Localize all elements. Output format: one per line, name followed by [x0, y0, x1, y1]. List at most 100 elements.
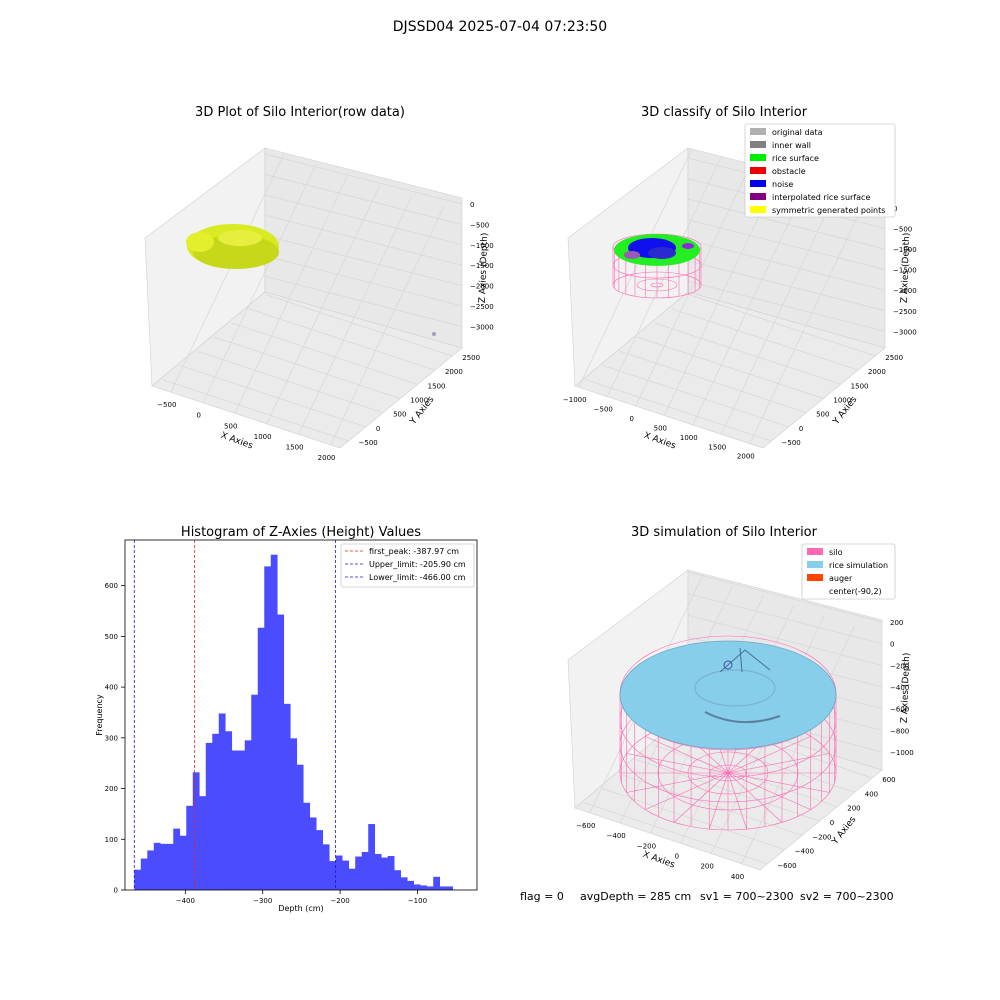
histogram-bar	[283, 703, 291, 890]
raw-y-tick: 0	[376, 425, 380, 433]
histogram-bar	[212, 733, 220, 890]
histogram-legend-label: first_peak: -387.97 cm	[369, 547, 459, 556]
raw-x-tick: −500	[157, 401, 176, 409]
cls-z-grid-line	[687, 280, 886, 332]
histogram-y-tick-label: 600	[105, 582, 118, 590]
footer-flag: flag = 0	[520, 890, 564, 903]
sim-z-tick: −800	[890, 727, 909, 735]
classify-legend-label: inner wall	[772, 141, 811, 150]
sim-z-tick: 0	[890, 641, 894, 649]
panel-simulation: 3D simulation of Silo Interior −6	[567, 525, 914, 881]
simulation-z-axis-label: Z Axies (Depth)	[900, 653, 912, 724]
histogram-bar	[374, 853, 382, 890]
histogram-x-tick-label: −100	[408, 897, 427, 905]
simulation-rice-surface	[619, 640, 837, 750]
raw-z-tick: −3000	[470, 323, 494, 331]
classify-legend-swatch	[750, 128, 766, 135]
sim-y-grid-line	[654, 744, 838, 807]
cls-x-grid-line	[635, 167, 750, 407]
cls-x-tick: −1000	[563, 396, 587, 404]
raw-x-tick: 500	[224, 422, 237, 430]
raw-z-tick: −2000	[470, 283, 494, 291]
footer-avg-depth: avgDepth = 285 cm	[580, 890, 691, 903]
sim-x-grid-line	[741, 625, 855, 864]
panel-classify-title: 3D classify of Silo Interior	[641, 105, 808, 120]
raw-z-axis-label: Z Axies (Depth)	[478, 233, 490, 304]
sim-y-tick: 0	[830, 819, 834, 827]
raw-x-grid-line	[266, 185, 380, 424]
histogram-y-tick-label: 400	[105, 684, 118, 692]
simulation-x-tick-labels: −600 −400 −200 0 200 400	[576, 822, 744, 881]
histogram-x-axis-label: Depth (cm)	[278, 904, 323, 913]
histogram-bar	[381, 857, 389, 890]
raw-y-tick: 500	[393, 411, 406, 419]
cls-x-tick: 1500	[708, 443, 726, 451]
panel-histogram: Histogram of Z-Axies (Height) Values −40…	[95, 525, 478, 913]
histogram-bar	[335, 855, 343, 890]
sim-z-grid-line	[687, 571, 883, 623]
classify-legend-label: rice surface	[772, 154, 819, 163]
sim-y-tick: −600	[777, 862, 796, 870]
classify-legend-swatch	[750, 193, 766, 200]
cls-x-grid-line	[721, 196, 835, 435]
histogram-bar	[140, 858, 148, 890]
histogram-bar	[322, 844, 330, 890]
cls-x-tick: 2000	[737, 453, 755, 461]
classify-legend-swatch	[750, 167, 766, 174]
classify-z-axis-label: Z Axies (Depth)	[900, 233, 912, 304]
histogram-bar	[290, 738, 298, 890]
cls-y-tick: 1500	[851, 382, 869, 390]
raw-y-grid-line	[196, 350, 384, 413]
simulation-legend-label: rice simulation	[829, 561, 888, 570]
histogram-legend-label: Upper_limit: -205.90 cm	[369, 560, 466, 569]
sim-y-tick: 600	[882, 776, 895, 784]
histogram-x-tick-label: −400	[176, 897, 195, 905]
histogram-bars	[134, 554, 454, 890]
classify-legend-swatch	[750, 180, 766, 187]
histogram-bar	[400, 877, 408, 890]
simulation-legend-swatch	[807, 574, 823, 581]
histogram-bar	[394, 870, 402, 890]
raw-z-grid-line	[264, 174, 463, 225]
histogram-bar	[348, 868, 356, 890]
simulation-legend-swatch	[807, 561, 823, 568]
cls-x-tick: 1000	[680, 434, 698, 442]
raw-y-grid-line	[162, 379, 349, 442]
cls-y-grid-line	[671, 308, 859, 371]
panel-raw-data: 3D Plot of Silo Interior(row data) −5000…	[144, 105, 494, 462]
raw-z-grid-line	[264, 255, 463, 307]
footer-sv2: sv2 = 700~2300	[800, 890, 894, 903]
cls-z-tick: −2500	[893, 308, 917, 316]
sim-z-tick: −200	[890, 662, 909, 670]
histogram-bar	[225, 731, 233, 890]
histogram-bar	[433, 876, 441, 890]
raw-z-tick: −1000	[470, 242, 494, 250]
sim-y-tick: 400	[865, 790, 878, 798]
cls-y-tick: 2000	[868, 368, 886, 376]
classify-legend-label: symmetric generated points	[772, 206, 885, 215]
simulation-legend-swatch	[807, 548, 823, 555]
classify-legend-swatch	[750, 206, 766, 213]
sim-y-tick: −200	[812, 833, 831, 841]
sim-y-grid-line	[584, 802, 768, 865]
sim-z-tick: −400	[890, 684, 909, 692]
histogram-y-tick-label: 200	[105, 785, 118, 793]
sim-x-tick: −200	[637, 842, 656, 850]
raw-y-grid-line	[179, 365, 366, 428]
histogram-bar	[218, 713, 226, 890]
raw-z-tick: −1500	[470, 262, 494, 270]
cls-z-grid-line	[687, 198, 886, 250]
raw-z-tick: −2500	[470, 303, 494, 311]
histogram-bar	[153, 842, 161, 890]
histogram-y-axis-label: Frequency	[95, 694, 104, 736]
histogram-bar	[192, 772, 200, 890]
raw-y-grid-line	[266, 294, 453, 357]
histogram-bar	[368, 824, 376, 890]
cls-y-tick: 0	[799, 425, 803, 433]
raw-x-grid-line	[202, 164, 317, 403]
cls-x-tick: 500	[654, 424, 667, 432]
cls-y-tick: 2500	[885, 354, 903, 362]
histogram-bar	[160, 843, 168, 890]
